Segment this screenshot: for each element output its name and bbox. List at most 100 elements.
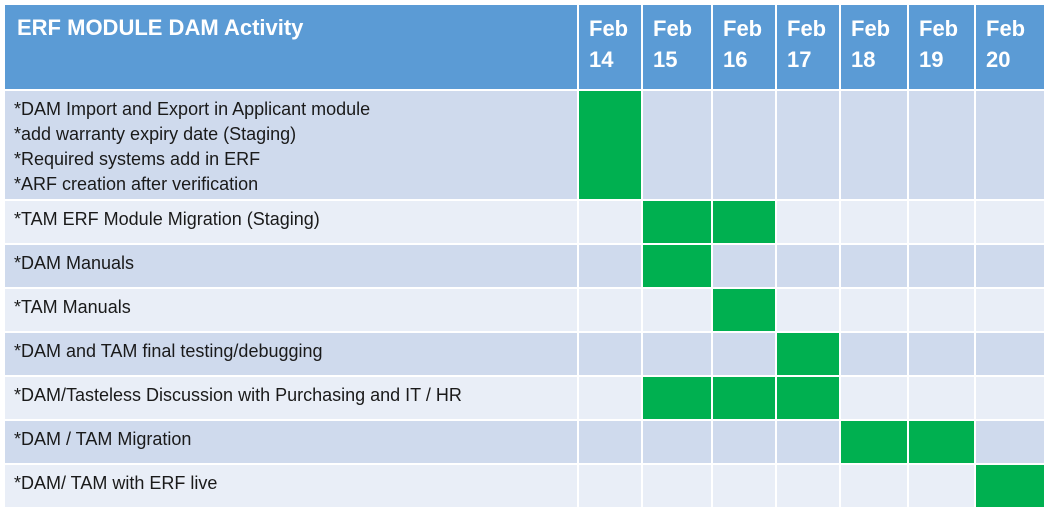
date-day-label: 17 <box>787 47 812 72</box>
gantt-empty-cell <box>907 331 976 377</box>
gantt-empty-cell <box>974 89 1046 201</box>
gantt-empty-cell <box>641 89 713 201</box>
date-day-label: 15 <box>653 47 678 72</box>
task-row: *DAM and TAM final testing/debugging <box>3 331 1046 377</box>
date-header-19: Feb 19 <box>907 3 976 91</box>
gantt-empty-cell <box>974 375 1046 421</box>
gantt-empty-cell <box>577 199 643 245</box>
date-month-label: Feb <box>787 16 827 41</box>
gantt-empty-cell <box>839 199 909 245</box>
gantt-empty-cell <box>775 89 841 201</box>
gantt-bar-cell <box>974 463 1046 509</box>
date-month-label: Feb <box>653 16 693 41</box>
gantt-empty-cell <box>711 419 777 465</box>
gantt-empty-cell <box>577 375 643 421</box>
task-label-line: *TAM ERF Module Migration (Staging) <box>14 209 320 229</box>
date-day-label: 16 <box>723 47 748 72</box>
task-label-line: *DAM and TAM final testing/debugging <box>14 341 323 361</box>
date-month-label: Feb <box>986 16 1026 41</box>
task-row: *DAM/ TAM with ERF live <box>3 463 1046 509</box>
gantt-empty-cell <box>775 243 841 289</box>
gantt-empty-cell <box>907 375 976 421</box>
gantt-empty-cell <box>775 463 841 509</box>
task-row: *TAM ERF Module Migration (Staging) <box>3 199 1046 245</box>
gantt-bar-cell <box>641 199 713 245</box>
gantt-empty-cell <box>577 331 643 377</box>
task-label: *DAM/Tasteless Discussion with Purchasin… <box>3 375 579 421</box>
task-body: *DAM Import and Export in Applicant modu… <box>3 89 1046 509</box>
gantt-empty-cell <box>974 243 1046 289</box>
task-row: *DAM Manuals <box>3 243 1046 289</box>
gantt-empty-cell <box>974 331 1046 377</box>
task-label: *TAM Manuals <box>3 287 579 333</box>
gantt-empty-cell <box>974 199 1046 245</box>
gantt-empty-cell <box>711 89 777 201</box>
date-day-label: 20 <box>986 47 1011 72</box>
task-label: *TAM ERF Module Migration (Staging) <box>3 199 579 245</box>
gantt-empty-cell <box>839 89 909 201</box>
gantt-empty-cell <box>974 419 1046 465</box>
gantt-empty-cell <box>641 463 713 509</box>
task-row: *DAM / TAM Migration <box>3 419 1046 465</box>
gantt-empty-cell <box>907 89 976 201</box>
date-header-16: Feb 16 <box>711 3 777 91</box>
task-label-line: *DAM Manuals <box>14 253 135 273</box>
gantt-bar-cell <box>641 375 713 421</box>
gantt-empty-cell <box>839 243 909 289</box>
gantt-empty-cell <box>907 199 976 245</box>
date-day-label: 19 <box>919 47 944 72</box>
gantt-bar-cell <box>775 331 841 377</box>
date-header-17: Feb 17 <box>775 3 841 91</box>
task-row: *DAM/Tasteless Discussion with Purchasin… <box>3 375 1046 421</box>
gantt-bar-cell <box>641 243 713 289</box>
gantt-empty-cell <box>577 243 643 289</box>
task-label-line: *add warranty expiry date (Staging) <box>14 124 297 144</box>
task-label-line: *DAM / TAM Migration <box>14 429 192 449</box>
gantt-bar-cell <box>775 375 841 421</box>
gantt-empty-cell <box>907 243 976 289</box>
gantt-empty-cell <box>711 243 777 289</box>
gantt-empty-cell <box>641 331 713 377</box>
task-label-line: *ARF creation after verification <box>14 174 259 194</box>
gantt-bar-cell <box>839 419 909 465</box>
gantt-empty-cell <box>775 287 841 333</box>
task-label-line: *Required systems add in ERF <box>14 149 261 169</box>
date-header-18: Feb 18 <box>839 3 909 91</box>
date-header-14: Feb 14 <box>577 3 643 91</box>
date-day-label: 18 <box>851 47 876 72</box>
task-label: *DAM Import and Export in Applicant modu… <box>3 89 579 201</box>
gantt-bar-cell <box>711 199 777 245</box>
date-day-label: 14 <box>589 47 614 72</box>
date-header-15: Feb 15 <box>641 3 713 91</box>
gantt-empty-cell <box>839 375 909 421</box>
gantt-empty-cell <box>577 419 643 465</box>
gantt-empty-cell <box>907 463 976 509</box>
gantt-empty-cell <box>775 419 841 465</box>
task-label: *DAM and TAM final testing/debugging <box>3 331 579 377</box>
date-month-label: Feb <box>919 16 959 41</box>
gantt-empty-cell <box>839 463 909 509</box>
task-label: *DAM/ TAM with ERF live <box>3 463 579 509</box>
task-label-line: *TAM Manuals <box>14 297 131 317</box>
gantt-empty-cell <box>641 419 713 465</box>
gantt-empty-cell <box>839 331 909 377</box>
gantt-bar-cell <box>711 375 777 421</box>
gantt-empty-cell <box>907 287 976 333</box>
gantt-empty-cell <box>641 287 713 333</box>
task-label: *DAM / TAM Migration <box>3 419 579 465</box>
gantt-bar-cell <box>711 287 777 333</box>
gantt-bar-cell <box>907 419 976 465</box>
gantt-empty-cell <box>839 287 909 333</box>
gantt-table: ERF MODULE DAM Activity Feb 14 Feb 15 Feb 16 F… <box>3 3 1046 509</box>
date-month-label: Feb <box>851 16 891 41</box>
gantt-bar-cell <box>577 89 643 201</box>
gantt-empty-cell <box>577 287 643 333</box>
task-row: *DAM Import and Export in Applicant modu… <box>3 89 1046 201</box>
date-month-label: Feb <box>723 16 763 41</box>
header-row: ERF MODULE DAM Activity Feb 14 Feb 15 Feb 16 F… <box>3 3 1046 91</box>
task-label-line: *DAM/ TAM with ERF live <box>14 473 218 493</box>
gantt-empty-cell <box>775 199 841 245</box>
gantt-empty-cell <box>974 287 1046 333</box>
date-month-label: Feb <box>589 16 629 41</box>
task-row: *TAM Manuals <box>3 287 1046 333</box>
